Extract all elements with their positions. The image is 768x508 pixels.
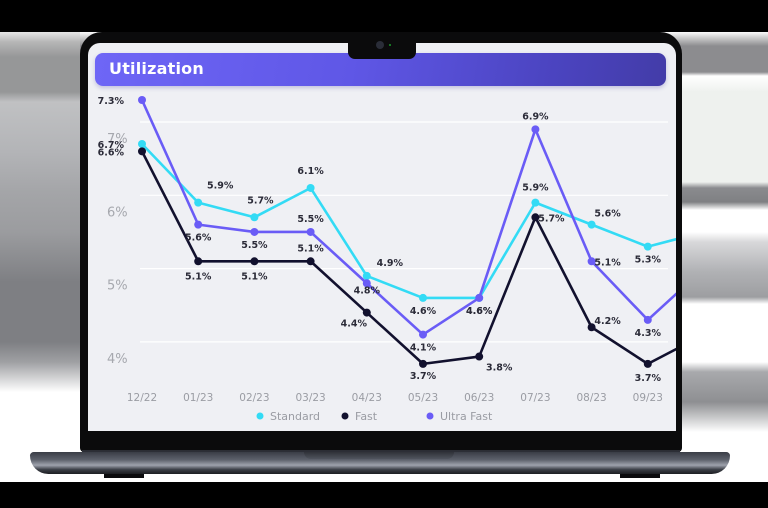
data-point[interactable] xyxy=(194,220,203,229)
data-point[interactable] xyxy=(587,323,596,332)
data-point[interactable] xyxy=(643,359,652,368)
data-point[interactable] xyxy=(362,308,371,317)
data-label: 5.5% xyxy=(297,214,324,225)
legend-marker-icon xyxy=(341,412,349,420)
series-line-standard xyxy=(141,143,676,300)
utilization-line-chart: 7% 6% 5% 4% 12/22 01/23 02/23 03/23 04/23 05/23 06… xyxy=(98,96,676,423)
legend-item[interactable]: Standard xyxy=(270,410,320,423)
data-label: 5.7% xyxy=(247,195,274,206)
data-label: 4.9% xyxy=(377,258,404,269)
data-label: 7.3% xyxy=(98,96,125,107)
data-point[interactable] xyxy=(419,330,427,339)
data-point[interactable] xyxy=(250,257,259,266)
data-label: 3.7% xyxy=(635,373,662,384)
legend-item[interactable]: Fast xyxy=(355,410,378,423)
data-point[interactable] xyxy=(643,242,652,251)
camera-led-icon xyxy=(389,44,391,46)
laptop-foot-left xyxy=(104,474,144,478)
x-tick-label: 03/23 xyxy=(295,392,325,404)
legend-marker-icon xyxy=(256,412,264,420)
data-point[interactable] xyxy=(419,293,427,302)
data-point[interactable] xyxy=(531,125,540,134)
data-point[interactable] xyxy=(587,257,596,266)
data-point[interactable] xyxy=(475,293,484,302)
data-point[interactable] xyxy=(138,139,146,148)
x-tick-label: 05/23 xyxy=(408,392,438,404)
y-tick-label: 5% xyxy=(107,279,128,294)
data-label: 4.2% xyxy=(594,316,621,327)
data-point[interactable] xyxy=(138,96,146,105)
data-label: 6.1% xyxy=(297,166,324,177)
data-point[interactable] xyxy=(306,257,315,266)
data-label: 5.7% xyxy=(538,213,565,224)
data-point[interactable] xyxy=(531,213,540,222)
data-label: 4.1% xyxy=(410,343,437,354)
y-tick-label: 7% xyxy=(107,132,128,147)
laptop-foot-right xyxy=(620,474,660,478)
data-point[interactable] xyxy=(475,352,484,361)
data-label: 5.9% xyxy=(522,183,549,194)
data-label: 3.8% xyxy=(486,363,513,374)
data-label: 5.1% xyxy=(297,243,324,254)
data-point[interactable] xyxy=(531,198,540,207)
data-point[interactable] xyxy=(306,183,315,192)
laptop-screen: Utilization 7% 6% 5% 4% 12/22 01/23 02/23 03/23… xyxy=(88,43,676,431)
x-tick-label: 04/23 xyxy=(352,392,382,404)
data-point[interactable] xyxy=(362,271,371,280)
data-label: 4.3% xyxy=(635,328,662,339)
data-label: 6.7% xyxy=(98,140,125,151)
data-label: 6.9% xyxy=(522,111,549,122)
data-point[interactable] xyxy=(250,227,259,236)
x-tick-label: 02/23 xyxy=(239,392,269,404)
data-label: 3.7% xyxy=(410,371,437,382)
data-point[interactable] xyxy=(362,279,371,288)
data-label: 5.3% xyxy=(635,255,662,266)
data-label: 6.6% xyxy=(98,147,125,158)
x-tick-label: 12/22 xyxy=(127,392,157,404)
data-label: 4.6% xyxy=(410,306,437,317)
background-left xyxy=(0,32,80,452)
data-label: 5.6% xyxy=(594,209,621,220)
data-point[interactable] xyxy=(138,147,146,156)
data-point[interactable] xyxy=(194,257,203,266)
page-title: Utilization xyxy=(109,59,204,78)
data-label: 4.6% xyxy=(466,306,493,317)
legend-item[interactable]: Ultra Fast xyxy=(440,410,493,423)
data-point[interactable] xyxy=(194,198,203,207)
camera-icon xyxy=(376,41,384,49)
laptop-base xyxy=(30,452,730,474)
y-tick-label: 6% xyxy=(107,205,128,220)
data-label: 5.9% xyxy=(207,181,234,192)
data-label: 5.1% xyxy=(241,271,268,282)
data-label: 5.1% xyxy=(185,271,212,282)
data-label: 4.4% xyxy=(341,319,368,330)
card-header: Utilization xyxy=(95,53,666,86)
data-point[interactable] xyxy=(643,315,652,324)
data-label: 5.6% xyxy=(185,233,212,244)
legend-marker-icon xyxy=(426,412,434,420)
data-label: 4.6% xyxy=(466,306,493,317)
x-tick-label: 01/23 xyxy=(183,392,213,404)
data-label: 4.8% xyxy=(354,285,381,296)
laptop-opening-notch xyxy=(304,452,454,459)
data-point[interactable] xyxy=(306,227,315,236)
data-point[interactable] xyxy=(419,359,427,368)
data-point[interactable] xyxy=(250,213,259,222)
x-tick-label: 06/23 xyxy=(464,392,494,404)
data-point[interactable] xyxy=(587,220,596,229)
x-tick-label: 08/23 xyxy=(576,392,606,404)
y-tick-label: 4% xyxy=(107,352,128,367)
x-tick-label: 09/23 xyxy=(633,392,663,404)
data-label: 5.1% xyxy=(594,257,621,268)
x-tick-label: 07/23 xyxy=(520,392,550,404)
camera-notch xyxy=(348,32,416,59)
data-label: 5.5% xyxy=(241,240,268,251)
